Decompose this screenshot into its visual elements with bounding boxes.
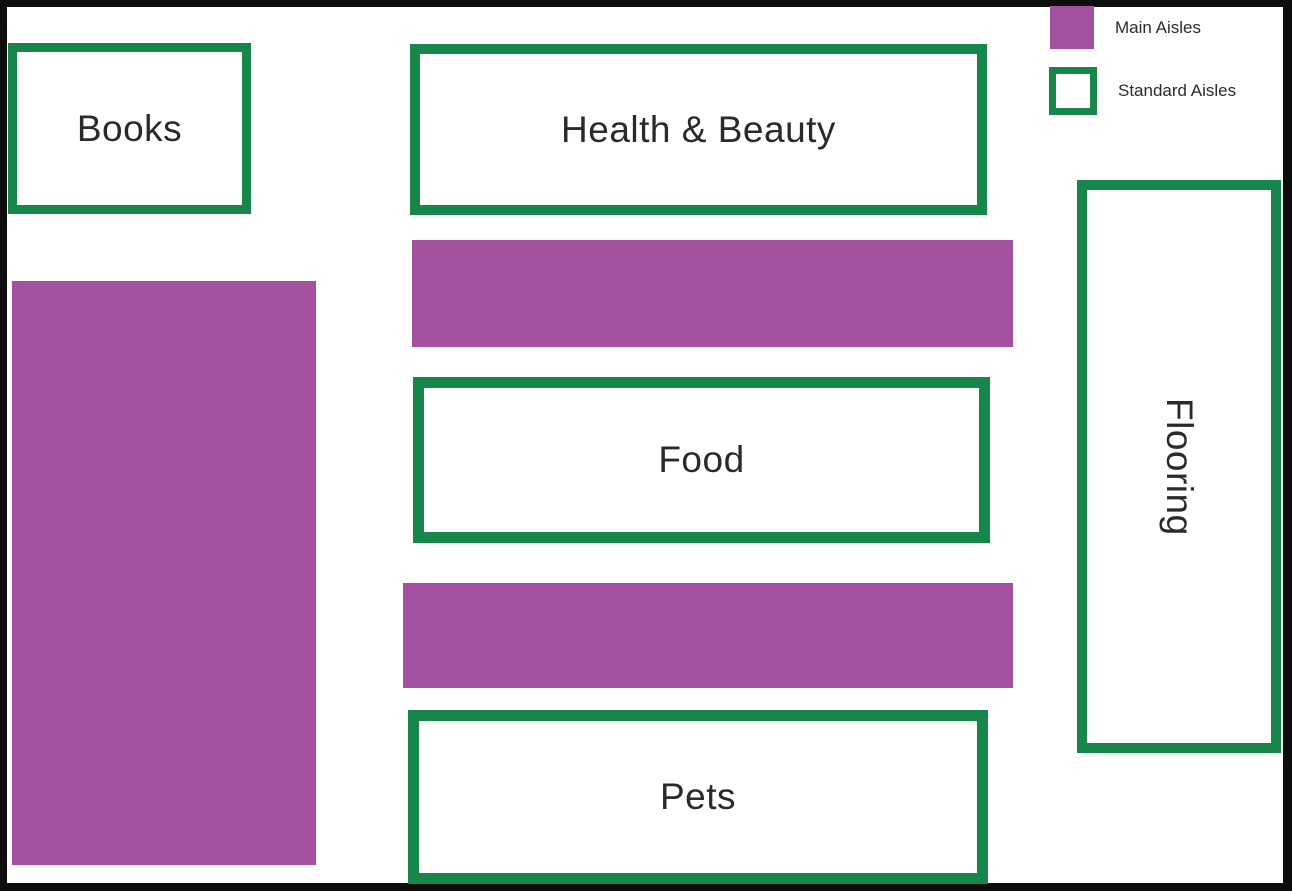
- aisle-pets: Pets: [408, 710, 988, 884]
- aisle-health-beauty: Health & Beauty: [410, 44, 987, 215]
- main-aisle-upper-strip: [412, 240, 1013, 347]
- legend-entry-standard-aisles: Standard Aisles: [1049, 67, 1236, 115]
- legend-main-aisle-label: Main Aisles: [1115, 17, 1201, 37]
- main-aisle-left-block: [12, 281, 316, 865]
- aisle-flooring: Flooring: [1077, 180, 1281, 753]
- aisle-books: Books: [8, 43, 251, 214]
- main-aisle-lower-strip: [403, 583, 1013, 688]
- aisle-food-label: Food: [658, 439, 745, 480]
- legend-main-aisle-swatch: [1050, 6, 1094, 49]
- legend-standard-aisle-swatch: [1049, 67, 1097, 115]
- aisle-flooring-label: Flooring: [1159, 397, 1200, 536]
- aisle-pets-label: Pets: [659, 776, 737, 817]
- legend-entry-main-aisles: Main Aisles: [1050, 6, 1201, 49]
- legend-standard-aisle-label: Standard Aisles: [1118, 81, 1237, 100]
- aisle-books-label: Books: [76, 107, 183, 149]
- aisle-health-beauty-label: Health & Beauty: [561, 108, 836, 150]
- aisle-food: Food: [413, 377, 990, 543]
